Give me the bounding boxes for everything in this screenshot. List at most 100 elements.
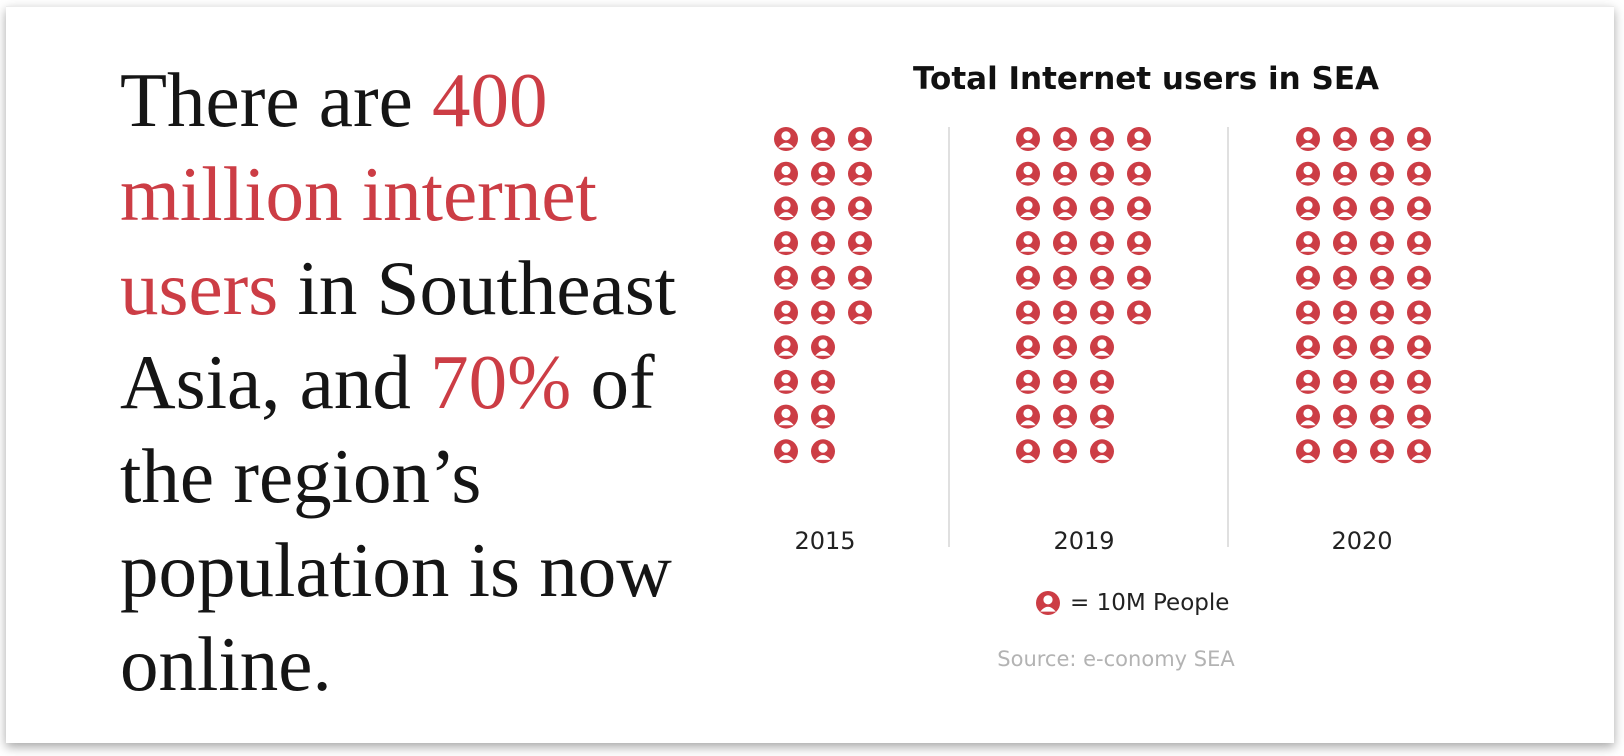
- person-icon-2019-22: [1053, 300, 1077, 325]
- person-icon-2020-29: [1296, 369, 1320, 394]
- person-icon-2020-27: [1370, 335, 1394, 360]
- person-icon-2020-24: [1407, 300, 1431, 325]
- person-icon-2020-13: [1296, 231, 1320, 256]
- person-icon-2020-31: [1370, 369, 1394, 394]
- person-icon-2015-26: [811, 439, 835, 464]
- person-icon-2019-31: [1016, 404, 1040, 429]
- person-icon-2020-17: [1296, 265, 1320, 290]
- person-icon-2019-10: [1053, 196, 1077, 221]
- person-icon-2019-11: [1090, 196, 1114, 221]
- person-icon-2020-14: [1333, 231, 1357, 256]
- person-icon-2015-21: [774, 369, 798, 394]
- person-icon-2015-2: [811, 127, 835, 151]
- person-icon-2019-25: [1016, 335, 1040, 360]
- person-icon-2015-9: [848, 196, 872, 221]
- person-icon-2020-32: [1407, 369, 1431, 394]
- person-icon-2015-5: [811, 161, 835, 186]
- person-icon-2020-25: [1296, 335, 1320, 360]
- person-icon-2019-12: [1127, 196, 1151, 221]
- person-icon-2020-30: [1333, 369, 1357, 394]
- person-icon-2020-38: [1333, 439, 1357, 464]
- source-note: Source: e-conomy SEA: [997, 647, 1235, 671]
- person-icon-2015-18: [848, 300, 872, 325]
- person-icon-2020-8: [1407, 161, 1431, 186]
- person-icon-2019-3: [1090, 127, 1114, 151]
- person-icon-2015-15: [848, 265, 872, 290]
- person-icon-2019-34: [1016, 439, 1040, 464]
- person-icon-2015-11: [811, 231, 835, 256]
- person-icon-2020-7: [1370, 161, 1394, 186]
- person-icon-2019-7: [1090, 161, 1114, 186]
- pictograph-chart: [774, 127, 1431, 547]
- person-icon-2015-25: [774, 439, 798, 464]
- person-icon-2020-5: [1296, 161, 1320, 186]
- person-icon-2020-16: [1407, 231, 1431, 256]
- person-icon-2020-33: [1296, 404, 1320, 429]
- person-icon-2019-35: [1053, 439, 1077, 464]
- year-label-2020: 2020: [1331, 527, 1393, 555]
- person-icon-2019-29: [1053, 369, 1077, 394]
- person-icon-2015-3: [848, 127, 872, 151]
- person-icon-2019-9: [1016, 196, 1040, 221]
- person-icon-2020-3: [1370, 127, 1394, 151]
- person-icon-2019-21: [1016, 300, 1040, 325]
- person-icon-2015-7: [774, 196, 798, 221]
- person-icon-2015-23: [774, 404, 798, 429]
- headline-text-1: There are: [120, 57, 433, 143]
- person-icon-2019-6: [1053, 161, 1077, 186]
- person-icon-2020-1: [1296, 127, 1320, 151]
- person-icon-2020-20: [1407, 265, 1431, 290]
- person-icon-2015-8: [811, 196, 835, 221]
- person-icon-2015-6: [848, 161, 872, 186]
- person-icon-2019-30: [1090, 369, 1114, 394]
- person-icon-2015-16: [774, 300, 798, 325]
- person-icon-2020-15: [1370, 231, 1394, 256]
- person-icon-2019-5: [1016, 161, 1040, 186]
- person-icon-2020-34: [1333, 404, 1357, 429]
- person-icon-2019-4: [1127, 127, 1151, 151]
- person-icon-2020-40: [1407, 439, 1431, 464]
- person-icon-2020-21: [1296, 300, 1320, 325]
- person-icon-2020-19: [1370, 265, 1394, 290]
- person-icon-2015-12: [848, 231, 872, 256]
- person-icon-2019-13: [1016, 231, 1040, 256]
- person-icon-2019-23: [1090, 300, 1114, 325]
- person-icon-2015-10: [774, 231, 798, 256]
- headline-highlight-percent: 70%: [430, 339, 572, 425]
- person-icon-2015-1: [774, 127, 798, 151]
- person-icon-2020-26: [1333, 335, 1357, 360]
- person-icon-2019-36: [1090, 439, 1114, 464]
- person-icon-2020-9: [1296, 196, 1320, 221]
- person-icon-2015-19: [774, 335, 798, 360]
- person-icon-2020-11: [1370, 196, 1394, 221]
- legend: = 10M People: [1034, 587, 1229, 619]
- person-icon-2020-36: [1407, 404, 1431, 429]
- headline-highlight-users: 400 million internet users: [120, 57, 597, 331]
- person-icon-2019-2: [1053, 127, 1077, 151]
- year-label-2019: 2019: [1053, 527, 1115, 555]
- person-icon-2015-14: [811, 265, 835, 290]
- person-icon-2020-28: [1407, 335, 1431, 360]
- person-icon-2020-18: [1333, 265, 1357, 290]
- person-icon-2020-6: [1333, 161, 1357, 186]
- person-icon-2019-1: [1016, 127, 1040, 151]
- person-icon-2019-14: [1053, 231, 1077, 256]
- person-icon: [1036, 591, 1060, 615]
- person-icon-2019-20: [1127, 265, 1151, 290]
- person-icon-2015-4: [774, 161, 798, 186]
- person-icon-2015-20: [811, 335, 835, 360]
- person-icon-2019-17: [1016, 265, 1040, 290]
- person-icon-2019-15: [1090, 231, 1114, 256]
- person-icon-2015-17: [811, 300, 835, 325]
- person-icon-2019-33: [1090, 404, 1114, 429]
- person-icon-2019-19: [1090, 265, 1114, 290]
- person-icon-2015-13: [774, 265, 798, 290]
- person-icon-2015-22: [811, 369, 835, 394]
- person-icon-2020-39: [1370, 439, 1394, 464]
- legend-label: = 10M People: [1070, 590, 1230, 616]
- headline-text-3: of the region’s population is now online…: [120, 339, 672, 707]
- person-icon-2019-26: [1053, 335, 1077, 360]
- person-icon-2020-37: [1296, 439, 1320, 464]
- person-icon-2019-16: [1127, 231, 1151, 256]
- infographic-card: There are 400 million internet users in …: [6, 6, 1614, 743]
